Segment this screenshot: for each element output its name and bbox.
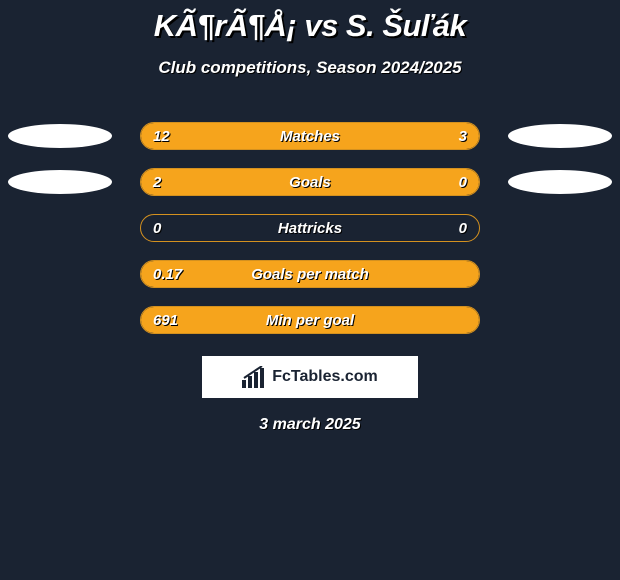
player-left-marker: [8, 170, 112, 194]
source-logo: FcTables.com: [202, 356, 418, 398]
stat-bar: 00Hattricks: [140, 214, 480, 242]
stat-row: 0.17Goals per match: [0, 260, 620, 288]
stat-row: 123Matches: [0, 122, 620, 150]
stat-bar: 20Goals: [140, 168, 480, 196]
stat-label: Min per goal: [141, 307, 479, 334]
logo-text: FcTables.com: [272, 368, 378, 386]
player-left-marker: [8, 124, 112, 148]
stat-row: 00Hattricks: [0, 214, 620, 242]
stat-row: 691Min per goal: [0, 306, 620, 334]
stat-label: Goals per match: [141, 261, 479, 288]
stat-label: Goals: [141, 169, 479, 196]
stat-bar: 691Min per goal: [140, 306, 480, 334]
player-right-marker: [508, 124, 612, 148]
stat-row: 20Goals: [0, 168, 620, 196]
stat-label: Hattricks: [141, 215, 479, 242]
chart-icon: [242, 366, 268, 388]
stat-label: Matches: [141, 123, 479, 150]
stat-bar: 123Matches: [140, 122, 480, 150]
date-label: 3 march 2025: [0, 416, 620, 434]
player-right-marker: [508, 170, 612, 194]
page-title: KÃ¶rÃ¶Å¡ vs S. Šuľák: [0, 0, 620, 44]
stats-section: 123Matches 20Goals 00Hattricks 0.17Goals pe…: [0, 122, 620, 334]
stat-bar: 0.17Goals per match: [140, 260, 480, 288]
subtitle: Club competitions, Season 2024/2025: [0, 58, 620, 78]
comparison-card: KÃ¶rÃ¶Å¡ vs S. Šuľák Club competitions, …: [0, 0, 620, 580]
